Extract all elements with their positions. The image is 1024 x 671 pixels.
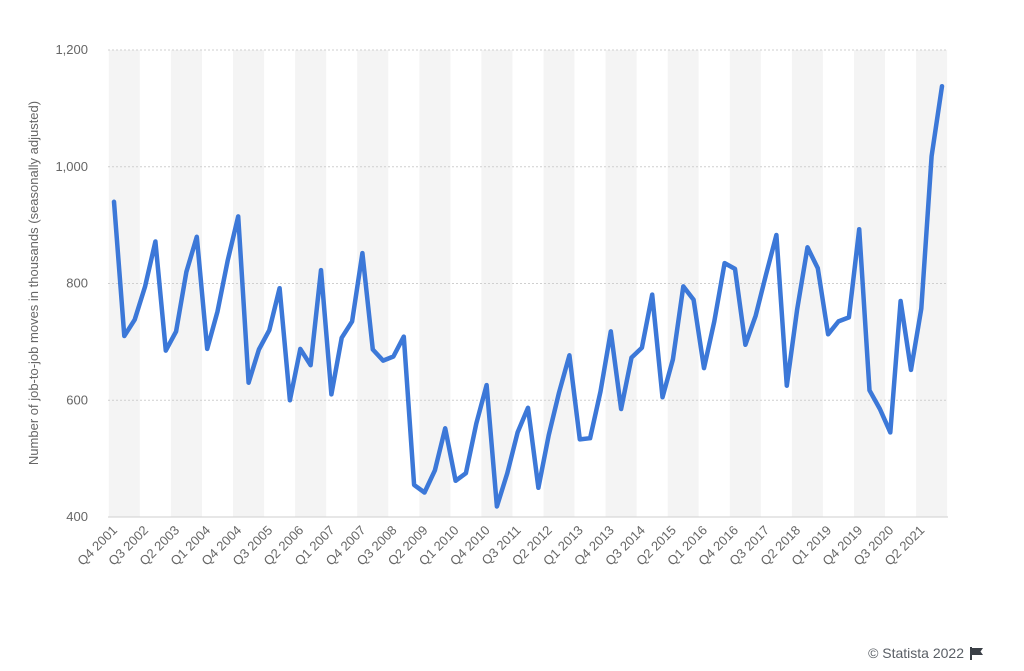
data-point[interactable] <box>504 470 510 476</box>
data-point[interactable] <box>670 356 676 362</box>
data-point[interactable] <box>194 234 200 240</box>
data-point[interactable] <box>701 365 707 371</box>
data-point[interactable] <box>308 362 314 368</box>
y-tick-label: 800 <box>66 276 88 291</box>
data-point[interactable] <box>349 318 355 324</box>
data-point[interactable] <box>587 435 593 441</box>
data-point[interactable] <box>856 226 862 232</box>
data-point[interactable] <box>753 313 759 319</box>
data-point[interactable] <box>763 272 769 278</box>
data-point[interactable] <box>401 334 407 340</box>
data-point[interactable] <box>287 397 293 403</box>
data-point[interactable] <box>152 239 158 245</box>
data-point[interactable] <box>359 250 365 256</box>
data-point[interactable] <box>846 314 852 320</box>
data-point[interactable] <box>784 383 790 389</box>
data-point[interactable] <box>608 328 614 334</box>
data-point[interactable] <box>649 292 655 298</box>
data-point[interactable] <box>722 260 728 266</box>
data-point[interactable] <box>825 331 831 337</box>
data-point[interactable] <box>629 355 635 361</box>
y-tick-label: 1,000 <box>55 159 88 174</box>
data-point[interactable] <box>256 347 262 353</box>
data-point[interactable] <box>918 306 924 312</box>
data-point[interactable] <box>887 429 893 435</box>
data-point[interactable] <box>163 348 169 354</box>
data-point[interactable] <box>556 390 562 396</box>
data-point[interactable] <box>370 347 376 353</box>
copyright-notice[interactable]: © Statista 2022 <box>868 645 984 661</box>
data-point[interactable] <box>225 257 231 263</box>
data-point[interactable] <box>473 421 479 427</box>
data-point[interactable] <box>898 298 904 304</box>
data-point[interactable] <box>277 285 283 291</box>
data-point[interactable] <box>660 394 666 400</box>
data-point[interactable] <box>246 380 252 386</box>
y-axis-title: Number of job-to-job moves in thousands … <box>26 101 41 465</box>
data-point[interactable] <box>390 354 396 360</box>
data-point[interactable] <box>339 335 345 341</box>
data-point[interactable] <box>732 266 738 272</box>
y-tick-label: 600 <box>66 392 88 407</box>
data-point[interactable] <box>546 432 552 438</box>
data-point[interactable] <box>815 265 821 271</box>
data-point[interactable] <box>836 318 842 324</box>
data-point[interactable] <box>484 382 490 388</box>
data-point[interactable] <box>432 467 438 473</box>
data-point[interactable] <box>380 358 386 364</box>
data-point[interactable] <box>867 387 873 393</box>
data-point[interactable] <box>121 333 127 339</box>
data-point[interactable] <box>639 345 645 351</box>
data-point[interactable] <box>411 482 417 488</box>
data-point[interactable] <box>142 283 148 289</box>
data-point[interactable] <box>535 485 541 491</box>
data-point[interactable] <box>463 470 469 476</box>
data-point[interactable] <box>318 267 324 273</box>
data-point[interactable] <box>773 232 779 238</box>
series-job-to-job-moves <box>111 83 945 509</box>
data-point[interactable] <box>422 490 428 496</box>
data-point[interactable] <box>939 83 945 89</box>
y-tick-label: 1,200 <box>55 42 88 57</box>
data-point[interactable] <box>794 307 800 313</box>
data-point[interactable] <box>494 504 500 510</box>
data-point[interactable] <box>204 346 210 352</box>
data-point[interactable] <box>442 425 448 431</box>
data-point[interactable] <box>328 391 334 397</box>
data-point[interactable] <box>173 328 179 334</box>
y-tick-label: 400 <box>66 509 88 524</box>
data-point[interactable] <box>805 244 811 250</box>
flag-icon[interactable] <box>970 646 984 660</box>
data-point[interactable] <box>132 317 138 323</box>
data-point[interactable] <box>215 309 221 315</box>
data-point[interactable] <box>908 367 914 373</box>
data-point[interactable] <box>183 269 189 275</box>
data-point[interactable] <box>453 478 459 484</box>
y-axis-ticks: 400 600 800 1,000 1,200 <box>55 42 88 524</box>
data-point[interactable] <box>929 153 935 159</box>
copyright-text: © Statista 2022 <box>868 645 964 661</box>
data-point[interactable] <box>691 297 697 303</box>
data-point[interactable] <box>266 327 272 333</box>
data-point[interactable] <box>618 406 624 412</box>
series-line <box>111 83 945 509</box>
data-point[interactable] <box>680 283 686 289</box>
data-point[interactable] <box>877 406 883 412</box>
data-point[interactable] <box>742 342 748 348</box>
data-point[interactable] <box>297 346 303 352</box>
data-point[interactable] <box>577 436 583 442</box>
data-point[interactable] <box>111 199 117 205</box>
gridlines <box>108 49 948 518</box>
data-point[interactable] <box>235 213 241 219</box>
data-point[interactable] <box>525 405 531 411</box>
data-point[interactable] <box>598 389 604 395</box>
data-point[interactable] <box>711 318 717 324</box>
data-point[interactable] <box>566 352 572 358</box>
data-point[interactable] <box>515 429 521 435</box>
